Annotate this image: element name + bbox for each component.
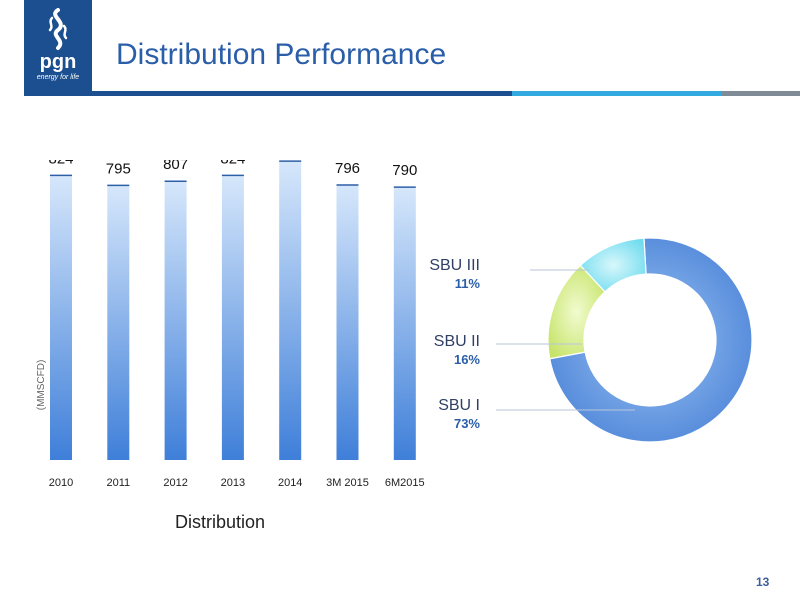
slice-percent-label: 16%	[454, 352, 480, 367]
page-title: Distribution Performance	[116, 38, 447, 71]
bar-value-label: 807	[163, 160, 188, 173]
bar-value-label: 790	[392, 162, 417, 179]
x-tick-label: 2011	[106, 477, 130, 489]
bar-value-label: 824	[48, 160, 73, 167]
bar-2014	[279, 161, 302, 460]
bar-value-label: 796	[335, 160, 360, 177]
pgn-logo: pgn energy for life	[24, 0, 92, 96]
bar-value-label: 824	[220, 160, 245, 167]
y-axis-label: (MMSCFD)	[36, 360, 47, 411]
header-rule	[92, 91, 800, 96]
x-tick-label: 2013	[221, 477, 245, 489]
slide-number: 13	[756, 575, 770, 589]
bar-value-label: 795	[106, 160, 131, 177]
chart-caption: Distribution	[175, 512, 266, 532]
bar-2010	[50, 175, 72, 460]
bar-6m2015	[393, 187, 416, 460]
x-tick-label: 6M2015	[385, 477, 425, 489]
slice-percent-label: 73%	[454, 416, 480, 431]
slice-name-label: SBU I	[438, 397, 480, 414]
slice-sbu-iii	[579, 237, 647, 293]
bar-chart: (MMSCFD) 8242010795201180720128242013865…	[36, 160, 425, 489]
x-tick-label: 3M 2015	[326, 477, 369, 489]
bar-2013	[221, 175, 244, 460]
slice-name-label: SBU III	[429, 257, 480, 274]
slice-percent-label: 11%	[455, 276, 481, 291]
x-tick-label: 2014	[278, 477, 302, 489]
flame-icon	[48, 8, 68, 50]
x-tick-label: 2012	[163, 477, 187, 489]
bar-2012	[164, 181, 187, 460]
bar-3m-2015	[336, 185, 359, 460]
slice-name-label: SBU II	[434, 333, 480, 350]
bar-2011	[107, 185, 130, 460]
logo-tagline: energy for life	[36, 74, 80, 81]
slice-sbu-i	[549, 237, 753, 443]
logo-text: pgn	[39, 51, 77, 73]
x-tick-label: 2010	[49, 477, 73, 489]
donut-chart: SBU I 73% SBU II 16% SBU III 11%	[429, 237, 753, 443]
